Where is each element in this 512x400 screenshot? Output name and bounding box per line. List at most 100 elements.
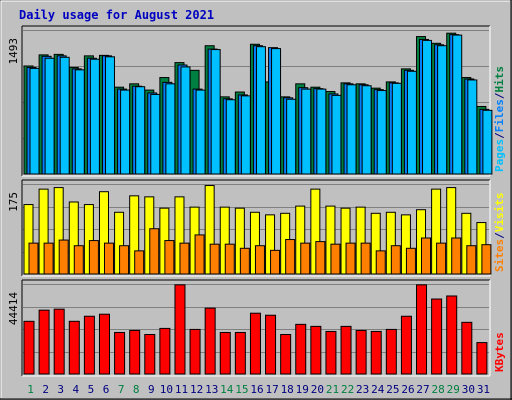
bar-kbytes-day-17 [265,314,277,375]
bar-kbytes-day-28 [431,298,443,375]
bar-sites-day-19 [300,242,311,275]
bar-kbytes-day-11 [174,284,186,375]
bar-pages-day-8 [135,86,146,175]
legend: KBytes [493,332,506,372]
day-label-11: 11 [175,383,188,396]
bar-kbytes-day-20 [310,325,322,375]
bar-pages-day-18 [286,98,297,175]
day-label-21: 21 [326,383,339,396]
day-label-7: 7 [118,383,125,396]
day-label-3: 3 [57,383,64,396]
bar-sites-day-5 [88,240,99,275]
day-label-14: 14 [220,383,234,396]
day-label-9: 9 [148,383,155,396]
day-label-16: 16 [250,383,263,396]
bar-sites-day-27 [421,237,432,275]
bar-sites-day-24 [375,250,386,275]
bar-kbytes-day-15 [234,331,246,375]
bar-pages-day-3 [59,56,70,175]
day-label-8: 8 [133,383,140,396]
legend-entry-visits: Visits [493,193,506,233]
bar-kbytes-day-10 [159,327,171,375]
bar-pages-day-21 [331,94,342,175]
bar-sites-day-10 [164,240,175,275]
bar-sites-day-9 [149,228,160,275]
bar-pages-day-28 [437,45,448,175]
day-label-23: 23 [356,383,369,396]
day-label-20: 20 [311,383,324,396]
bar-pages-day-1 [29,67,40,175]
bar-kbytes-day-7 [114,331,126,375]
bar-kbytes-day-27 [416,284,428,375]
y-max-label: 1493 [7,38,20,65]
day-label-26: 26 [401,383,414,396]
legend-entry-: / [493,232,506,239]
bar-pages-day-10 [165,83,176,175]
bar-pages-day-15 [240,95,251,175]
bar-pages-day-4 [74,69,85,175]
bar-pages-day-30 [467,79,478,175]
legend: Sites/Visits [493,193,506,273]
day-label-6: 6 [103,383,110,396]
legend-entry-sites: Sites [493,239,506,272]
bar-kbytes-day-30 [461,321,473,375]
bar-sites-day-4 [73,245,84,275]
bar-kbytes-day-8 [129,329,141,375]
bar-sites-day-13 [209,243,220,275]
bar-sites-day-28 [436,242,447,275]
bar-pages-day-17 [271,48,282,175]
day-label-25: 25 [386,383,399,396]
bar-sites-day-2 [43,242,54,275]
bar-pages-day-25 [391,82,402,175]
bar-sites-day-14 [224,243,235,275]
day-label-1: 1 [27,383,34,396]
bar-visits-day-16 [249,211,260,275]
bar-sites-day-21 [330,243,341,275]
bar-kbytes-day-12 [189,328,201,375]
panel-3: 44414 KBytes [7,279,506,377]
bar-pages-day-27 [422,39,433,175]
bar-pages-day-5 [89,58,100,175]
bar-sites-day-11 [179,242,190,275]
bar-kbytes-day-14 [219,331,231,375]
day-labels-group: 1 2 3 4 5 6 7 8 9 10 11 12 13 14 15 16 17 18 19 20 21 22 23 24 2… [27,383,490,396]
y-max-label: 44414 [7,292,20,325]
bar-sites-day-20 [315,241,326,275]
bar-pages-day-16 [255,46,266,175]
bar-kbytes-day-3 [53,308,65,375]
day-label-28: 28 [432,383,445,396]
bar-kbytes-day-18 [280,333,292,375]
bar-pages-day-22 [346,84,357,175]
bar-pages-day-14 [225,99,236,175]
bar-kbytes-day-29 [446,295,458,375]
legend-entry-: / [493,92,506,99]
series-sites [28,228,492,275]
legend-entry-files: Files [493,99,506,132]
bar-pages-day-2 [44,57,55,175]
day-label-29: 29 [447,383,460,396]
panel-2: 175 Sites/Visits [7,179,506,277]
bar-sites-day-16 [254,245,265,275]
bar-sites-day-7 [119,245,130,275]
bar-sites-day-25 [390,245,401,275]
bar-kbytes-day-26 [400,315,412,375]
bar-sites-day-6 [103,242,114,275]
bar-kbytes-day-19 [295,323,307,375]
bar-sites-day-29 [451,237,462,275]
bar-kbytes-day-21 [325,330,337,375]
bar-sites-day-22 [345,242,356,275]
bar-pages-day-24 [376,90,387,175]
bar-kbytes-day-5 [83,315,95,375]
bar-sites-day-12 [194,234,205,275]
day-label-19: 19 [296,383,309,396]
bar-pages-day-23 [361,85,372,175]
bar-sites-day-3 [58,239,69,275]
bar-sites-day-30 [466,245,477,275]
day-label-12: 12 [190,383,203,396]
day-label-27: 27 [416,383,429,396]
bar-kbytes-day-13 [204,307,216,375]
bar-pages-day-19 [301,88,312,175]
day-label-30: 30 [462,383,475,396]
